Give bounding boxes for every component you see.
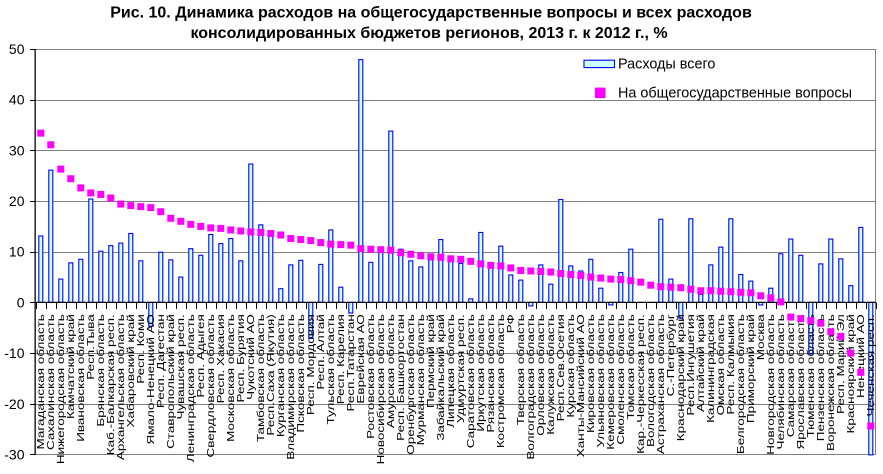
svg-text:Калужская область: Калужская область xyxy=(544,314,556,435)
svg-text:Пермский край: Пермский край xyxy=(424,314,436,408)
svg-text:-20: -20 xyxy=(4,396,24,412)
svg-text:Ханты-Мансийский АО: Ханты-Мансийский АО xyxy=(574,314,586,457)
svg-text:Респ.Сев.Осетия: Респ.Сев.Осетия xyxy=(554,314,566,421)
svg-text:Рязанская область: Рязанская область xyxy=(484,314,496,432)
svg-text:Респ. Мордовия: Респ. Мордовия xyxy=(304,314,316,415)
svg-text:Саратовская область: Саратовская область xyxy=(464,314,476,448)
svg-text:Кировская область: Кировская область xyxy=(584,314,596,433)
svg-text:Алтайский край: Алтайский край xyxy=(694,314,706,412)
svg-text:Хабаровский край: Хабаровский край xyxy=(124,314,136,427)
svg-text:С.-Петербург: С.-Петербург xyxy=(664,314,676,397)
svg-text:Ямало-Ненецкий АО: Ямало-Ненецкий АО xyxy=(144,314,156,444)
svg-text:Респ. Алтай: Респ. Алтай xyxy=(314,314,326,389)
svg-text:Рис. 10. Динамика расходов на: Рис. 10. Динамика расходов на общегосуда… xyxy=(110,5,752,22)
svg-text:Самарская область: Самарская область xyxy=(784,314,796,437)
svg-text:Томская область: Томская область xyxy=(624,314,636,419)
svg-text:Респ. Адыгея: Респ. Адыгея xyxy=(194,314,206,397)
svg-text:Пензенская область: Пензенская область xyxy=(814,314,826,441)
svg-text:Тульская область: Тульская область xyxy=(324,314,336,424)
svg-text:Мурманская область: Мурманская область xyxy=(414,314,426,445)
svg-text:Владимирская область: Владимирская область xyxy=(284,314,296,460)
svg-text:Белгородская область: Белгородская область xyxy=(734,314,746,454)
svg-text:Кемеровская область: Кемеровская область xyxy=(604,314,616,450)
svg-text:Расходы всего: Расходы всего xyxy=(618,56,715,72)
svg-text:-30: -30 xyxy=(4,446,24,462)
svg-text:Респ. Калмыкия: Респ. Калмыкия xyxy=(724,314,736,414)
svg-text:Нижегородская область: Нижегородская область xyxy=(54,314,66,464)
svg-text:Забайкальский край: Забайкальский край xyxy=(434,314,446,441)
svg-text:Еврейская АО: Еврейская АО xyxy=(354,314,366,403)
svg-text:Тамбовская область: Тамбовская область xyxy=(254,314,266,442)
svg-text:40: 40 xyxy=(9,92,25,108)
svg-text:30: 30 xyxy=(9,142,25,158)
svg-text:Оренбургская область: Оренбургская область xyxy=(404,314,416,455)
svg-text:Новгородская область: Новгородская область xyxy=(764,314,776,455)
svg-text:Вологодская область: Вологодская область xyxy=(644,314,656,447)
svg-text:Ульяновская область: Ульяновская область xyxy=(594,314,606,447)
svg-text:Волгоградская область: Волгоградская область xyxy=(524,314,536,459)
svg-text:20: 20 xyxy=(9,193,25,209)
svg-text:Респ.Тыва: Респ.Тыва xyxy=(84,314,96,380)
svg-text:Ленинградская область: Ленинградская область xyxy=(184,314,196,462)
svg-text:Чувашская респ.: Чувашская респ. xyxy=(174,314,186,419)
svg-text:50: 50 xyxy=(9,41,25,57)
svg-text:Ярославская область: Ярославская область xyxy=(794,314,806,449)
svg-text:Брянская область: Брянская область xyxy=(94,314,106,426)
svg-text:Омская область: Омская область xyxy=(714,314,726,415)
svg-text:Смоленская область: Смоленская область xyxy=(614,314,626,444)
svg-text:Магаданская область: Магаданская область xyxy=(34,314,46,449)
svg-text:Ивановская область: Ивановская область xyxy=(74,314,86,442)
svg-text:Респ. Дагестан: Респ. Дагестан xyxy=(154,314,166,408)
svg-text:Курганская область: Курганская область xyxy=(274,314,286,437)
svg-text:Респ. Башкортостан: Респ. Башкортостан xyxy=(394,314,406,441)
svg-text:Краснодарский край: Краснодарский край xyxy=(674,314,686,441)
svg-text:Московская область: Московская область xyxy=(224,314,236,442)
svg-text:Приморский край: Приморский край xyxy=(744,314,756,423)
svg-text:0: 0 xyxy=(17,294,25,310)
svg-text:Орловская область: Орловская область xyxy=(534,314,546,435)
svg-text:Свердловская область: Свердловская область xyxy=(204,314,216,457)
svg-text:Чукотский АО: Чукотский АО xyxy=(244,314,256,400)
svg-text:10: 10 xyxy=(9,244,25,260)
svg-text:Ставропольский край: Ставропольский край xyxy=(164,314,176,449)
svg-text:Респ.Татарстан: Респ.Татарстан xyxy=(344,314,356,411)
svg-text:Псковская область: Псковская область xyxy=(294,314,306,432)
svg-text:Костромская область: Костромская область xyxy=(494,314,506,448)
svg-text:Курская область: Курская область xyxy=(564,314,576,417)
svg-text:Челябинская область: Челябинская область xyxy=(774,314,786,449)
svg-text:Респ. Хакасия: Респ. Хакасия xyxy=(214,314,226,403)
svg-text:На общегосударственные вопросы: На общегосударственные вопросы xyxy=(618,85,852,101)
svg-text:Каб.-Балкарская респ.: Каб.-Балкарская респ. xyxy=(104,314,116,455)
svg-text:консолидированных бюджетов рег: консолидированных бюджетов регионов, 201… xyxy=(190,25,667,42)
svg-text:Кар.-Черкесская респ.: Кар.-Черкесская респ. xyxy=(634,314,646,454)
svg-text:РФ: РФ xyxy=(504,314,516,333)
svg-text:Тюменская область: Тюменская область xyxy=(804,314,816,437)
svg-text:Сахалинская область: Сахалинская область xyxy=(44,314,56,450)
svg-text:Иркутская область: Иркутская область xyxy=(474,314,486,431)
svg-text:Астраханская область: Астраханская область xyxy=(654,314,666,454)
svg-text:Респ.Ингушетия: Респ.Ингушетия xyxy=(684,314,696,415)
svg-text:Респ.Саха (Якутия): Респ.Саха (Якутия) xyxy=(264,314,276,435)
svg-text:Воронежская область: Воронежская область xyxy=(824,314,836,451)
svg-text:Ненецкий АО: Ненецкий АО xyxy=(854,314,866,398)
svg-text:Москва: Москва xyxy=(754,314,766,360)
svg-text:Камчатский край: Камчатский край xyxy=(64,314,76,419)
svg-text:Амурская область: Амурская область xyxy=(384,314,396,428)
svg-text:Архангельская область: Архангельская область xyxy=(114,314,126,460)
svg-text:Липецкая область: Липецкая область xyxy=(444,314,456,428)
svg-text:Респ. Карелия: Респ. Карелия xyxy=(334,314,346,404)
svg-text:Респ. Бурятия: Респ. Бурятия xyxy=(234,314,246,402)
svg-text:Респ. Коми: Респ. Коми xyxy=(134,314,146,384)
svg-text:Новосибирская область: Новосибирская область xyxy=(374,314,386,464)
svg-text:-10: -10 xyxy=(4,345,24,361)
svg-text:Калининградская: Калининградская xyxy=(704,314,716,423)
svg-text:Красноярский край: Красноярский край xyxy=(844,314,856,433)
svg-text:Тверская область: Тверская область xyxy=(514,314,526,425)
svg-text:Ростовская область: Ростовская область xyxy=(364,314,376,439)
svg-text:Удмуртская респ.: Удмуртская респ. xyxy=(454,314,466,423)
svg-text:Чеченская респ.: Чеченская респ. xyxy=(864,314,876,416)
